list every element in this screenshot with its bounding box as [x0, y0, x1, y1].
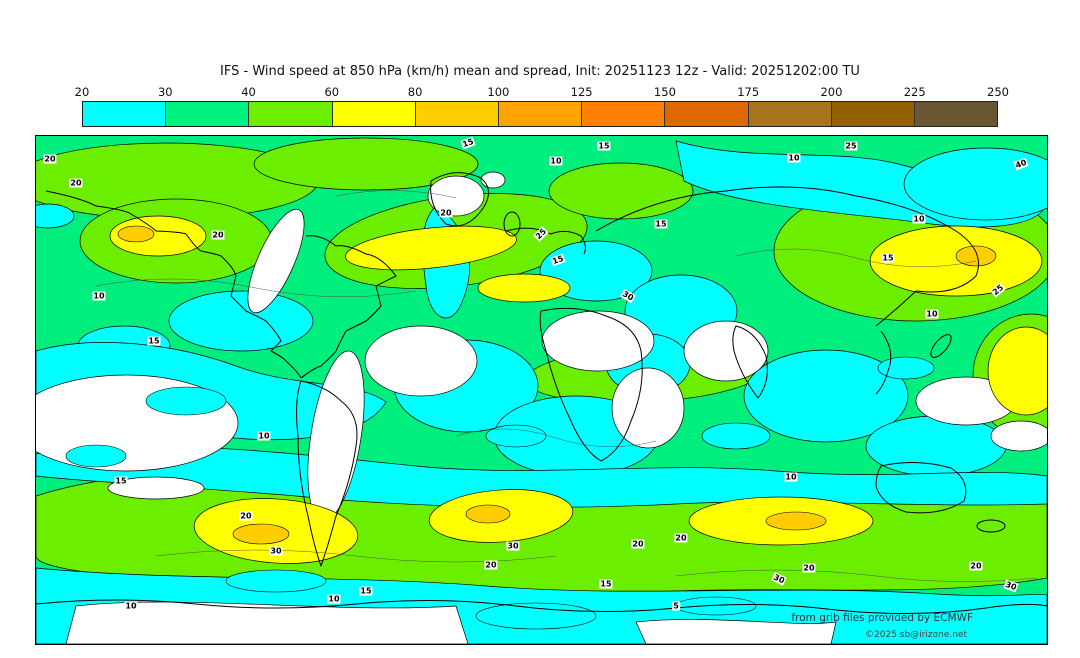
contour-label: 20 — [439, 208, 453, 218]
contour-label: 30 — [506, 541, 520, 551]
colorbar-tick-label: 125 — [570, 85, 593, 99]
wind-speed-filled-contours — [36, 136, 1047, 644]
colorbar-segment — [415, 102, 499, 126]
colorbar-segment — [83, 102, 167, 126]
contour-label: 30 — [269, 546, 283, 556]
contour-label: 20 — [674, 533, 688, 543]
colorbar-tick-label: 100 — [487, 85, 510, 99]
contour-label: 5 — [672, 601, 680, 611]
contour-label: 10 — [549, 156, 563, 166]
colorbar-tick-label: 225 — [903, 85, 926, 99]
colorbar: 20 30 40 60 80 100 125 150 175 200 225 250 — [75, 85, 1009, 127]
contour-label: 10 — [92, 291, 106, 301]
colorbar-segment — [914, 102, 998, 126]
colorbar-segment — [582, 102, 666, 126]
contour-label: 15 — [114, 476, 128, 486]
colorbar-tick-label: 40 — [241, 85, 256, 99]
contour-label: 20 — [969, 561, 983, 571]
contour-label: 10 — [327, 594, 341, 604]
contour-label: 10 — [912, 214, 926, 224]
colorbar-tick-label: 60 — [324, 85, 340, 99]
colorbar-tick-label: 250 — [987, 85, 1009, 99]
page-title: IFS - Wind speed at 850 hPa (km/h) mean … — [220, 64, 860, 79]
contour-label: 20 — [43, 154, 57, 164]
attribution-source: from grib files provided by ECMWF — [791, 612, 973, 624]
colorbar-segment — [748, 102, 832, 126]
contour-label: 10 — [257, 431, 271, 441]
colorbar-tick-row: 20 30 40 60 80 100 125 150 175 200 225 250 — [75, 85, 1009, 99]
contour-label: 20 — [631, 539, 645, 549]
contour-label: 20 — [211, 230, 225, 240]
colorbar-segment — [166, 102, 250, 126]
colorbar-segment — [332, 102, 416, 126]
contour-label: 10 — [784, 472, 798, 482]
colorbar-tick-label: 80 — [407, 85, 423, 99]
fill-80-100 — [117, 225, 997, 545]
contour-label: 15 — [597, 141, 611, 151]
colorbar-tick-label: 150 — [653, 85, 676, 99]
contour-label: 25 — [844, 141, 858, 151]
contour-label: 10 — [124, 601, 138, 611]
contour-label: 10 — [787, 153, 801, 163]
contour-label: 20 — [69, 178, 83, 188]
colorbar-tick-label: 20 — [74, 85, 90, 99]
contour-label: 15 — [881, 253, 895, 263]
world-wind-map: 20 20 10 15 20 10 15 15 10 15 20 25 15 30 15 10 25 10 15 10… — [35, 135, 1048, 645]
contour-label: 15 — [147, 336, 161, 346]
contour-label: 20 — [484, 560, 498, 570]
fill-20-30-inner — [65, 356, 935, 630]
contour-label: 20 — [802, 563, 816, 573]
colorbar-segment — [498, 102, 583, 126]
colorbar-segment — [665, 102, 749, 126]
colorbar-segment — [831, 102, 915, 126]
contour-label: 20 — [239, 511, 253, 521]
contour-label: 15 — [599, 579, 613, 589]
colorbar-tick-label: 200 — [820, 85, 843, 99]
contour-label: 10 — [925, 309, 939, 319]
colorbar-tick-label: 30 — [157, 85, 173, 99]
colorbar-segment — [249, 102, 333, 126]
contour-label: 15 — [654, 219, 668, 229]
contour-label: 15 — [359, 586, 373, 596]
attribution-copyright: ©2025 sb@irizone.net — [865, 630, 967, 640]
colorbar-scale — [82, 101, 998, 127]
coastlines — [36, 172, 1047, 615]
colorbar-tick-label: 175 — [737, 85, 760, 99]
